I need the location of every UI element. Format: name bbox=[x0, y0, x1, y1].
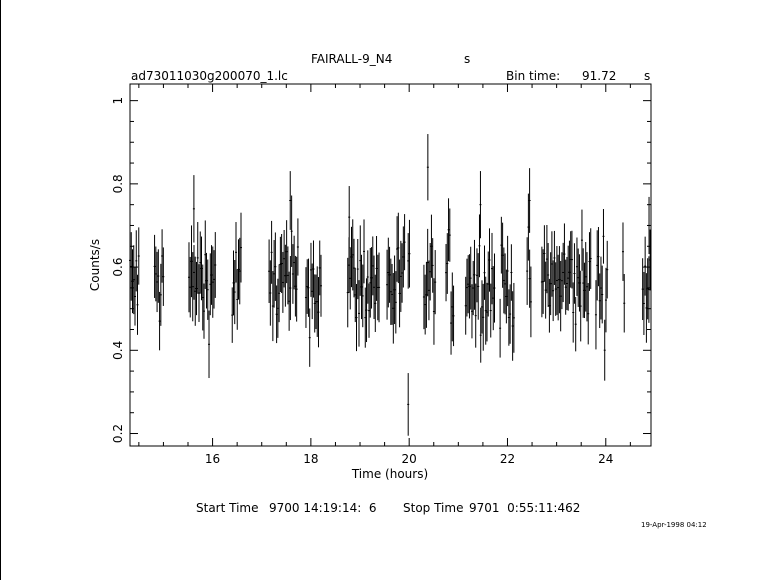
object-name-label: FAIRALL-9_N4 bbox=[311, 52, 393, 66]
bin-time-value: 91.72 bbox=[582, 69, 617, 83]
stop-time-value: 9701 0:55:11:462 bbox=[469, 501, 581, 515]
x-tick-label: 20 bbox=[402, 452, 417, 466]
y-tick-label: 0.4 bbox=[111, 341, 125, 360]
bin-time-label: Bin time: bbox=[506, 69, 561, 83]
plot-frame bbox=[129, 83, 652, 447]
y-axis-label: Counts/s bbox=[88, 239, 102, 291]
y-tick-label: 0.8 bbox=[111, 174, 125, 193]
window-left-border bbox=[0, 0, 1, 580]
bin-time-unit: s bbox=[644, 69, 651, 83]
y-tick-label: 0.6 bbox=[111, 258, 125, 277]
start-time-label: Start Time bbox=[196, 501, 259, 515]
axis-layer: 16 18 20 22 24 0.2 0.4 0.6 0.8 1 bbox=[111, 84, 651, 466]
y-tick-label: 0.2 bbox=[111, 424, 125, 443]
header-units-label: s bbox=[464, 52, 471, 66]
stop-time-label: Stop Time bbox=[403, 501, 464, 515]
x-tick-label: 18 bbox=[303, 452, 318, 466]
data-points-layer bbox=[129, 134, 652, 436]
file-name-label: ad73011030g200070_1.lc bbox=[131, 69, 288, 83]
x-axis-label: Time (hours) bbox=[351, 467, 428, 481]
x-tick-label: 24 bbox=[598, 452, 613, 466]
date-stamp: 19-Apr-1998 04:12 bbox=[641, 521, 707, 529]
x-tick-label: 16 bbox=[205, 452, 220, 466]
x-tick-label: 22 bbox=[500, 452, 515, 466]
y-tick-label: 1 bbox=[111, 97, 125, 105]
start-time-value: 9700 14:19:14: 6 bbox=[269, 501, 377, 515]
